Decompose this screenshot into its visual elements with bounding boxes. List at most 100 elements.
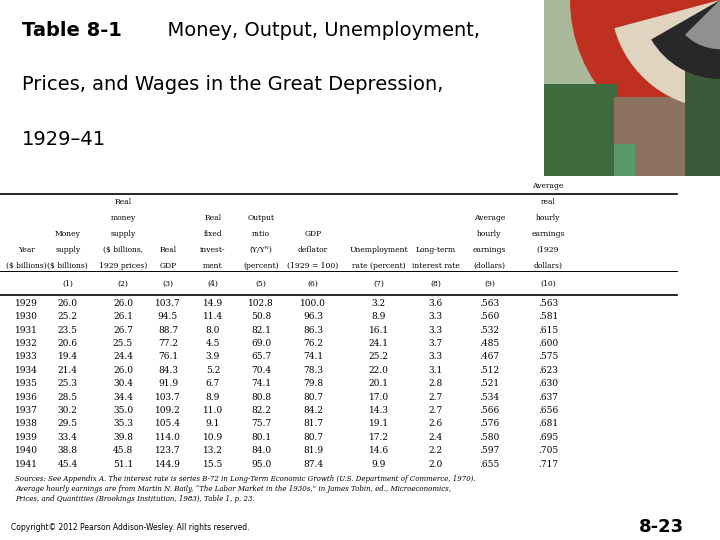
Text: Average: Average [532, 182, 564, 190]
Text: 9.9: 9.9 [372, 460, 386, 469]
Text: 74.1: 74.1 [251, 379, 271, 388]
Text: 1937: 1937 [15, 406, 37, 415]
Text: (5): (5) [256, 280, 266, 288]
Text: Prices, and Wages in the Great Depression,: Prices, and Wages in the Great Depressio… [22, 76, 443, 94]
Text: 103.7: 103.7 [155, 393, 181, 402]
Text: GDP: GDP [305, 230, 322, 238]
Text: 87.4: 87.4 [303, 460, 323, 469]
Text: .600: .600 [538, 339, 558, 348]
Text: Long-term: Long-term [415, 246, 456, 254]
Text: 3.3: 3.3 [428, 312, 443, 321]
Text: 30.2: 30.2 [58, 406, 78, 415]
Text: 3.3: 3.3 [428, 326, 443, 335]
Text: .615: .615 [538, 326, 558, 335]
Text: .534: .534 [480, 393, 500, 402]
Text: .630: .630 [538, 379, 558, 388]
Text: earnings: earnings [473, 246, 506, 254]
Text: 69.0: 69.0 [251, 339, 271, 348]
Text: .576: .576 [480, 420, 500, 429]
Text: 1929: 1929 [15, 299, 37, 308]
Text: .532: .532 [480, 326, 500, 335]
Text: ment: ment [203, 262, 222, 270]
Text: supply: supply [110, 230, 135, 238]
Text: 2.7: 2.7 [428, 406, 443, 415]
Bar [685, 52, 720, 176]
Text: 91.9: 91.9 [158, 379, 178, 388]
Text: 5.2: 5.2 [206, 366, 220, 375]
Text: 25.2: 25.2 [58, 312, 78, 321]
Text: 14.9: 14.9 [203, 299, 223, 308]
Text: 24.4: 24.4 [113, 353, 133, 361]
Text: Output: Output [248, 214, 275, 222]
Text: 16.1: 16.1 [369, 326, 389, 335]
Text: 23.5: 23.5 [58, 326, 78, 335]
Text: (2): (2) [117, 280, 128, 288]
Text: 88.7: 88.7 [158, 326, 178, 335]
Text: 79.8: 79.8 [303, 379, 323, 388]
Text: Sources: See Appendix A. The interest rate is series B-72 in Long-Term Economic : Sources: See Appendix A. The interest ra… [15, 475, 476, 503]
Bar [544, 84, 618, 176]
Text: 86.3: 86.3 [303, 326, 323, 335]
Text: 51.1: 51.1 [113, 460, 133, 469]
Text: 24.1: 24.1 [369, 339, 389, 348]
Text: 74.1: 74.1 [303, 353, 323, 361]
Text: real: real [541, 198, 556, 206]
Text: 100.0: 100.0 [300, 299, 326, 308]
Text: 11.4: 11.4 [203, 312, 223, 321]
Text: .485: .485 [480, 339, 500, 348]
Text: 19.1: 19.1 [369, 420, 389, 429]
Text: 1931: 1931 [15, 326, 37, 335]
Bar [614, 97, 688, 176]
Text: 35.0: 35.0 [113, 406, 133, 415]
Text: 3.7: 3.7 [428, 339, 443, 348]
Text: invest-: invest- [200, 246, 225, 254]
Text: GDP: GDP [159, 262, 176, 270]
Text: 33.4: 33.4 [58, 433, 78, 442]
Text: .467: .467 [480, 353, 500, 361]
Text: 80.1: 80.1 [251, 433, 271, 442]
Text: 96.3: 96.3 [303, 312, 323, 321]
Text: .563: .563 [480, 299, 500, 308]
Bar [614, 144, 635, 176]
Text: 1940: 1940 [15, 446, 37, 455]
Text: 8-23: 8-23 [639, 518, 684, 536]
Text: 75.7: 75.7 [251, 420, 271, 429]
Text: 13.2: 13.2 [203, 446, 222, 455]
Text: 1939: 1939 [15, 433, 37, 442]
Text: 14.3: 14.3 [369, 406, 389, 415]
Text: 2.0: 2.0 [428, 460, 443, 469]
Text: (percent): (percent) [243, 262, 279, 270]
Text: 84.2: 84.2 [303, 406, 323, 415]
Text: .623: .623 [538, 366, 558, 375]
Text: 70.4: 70.4 [251, 366, 271, 375]
Text: 26.7: 26.7 [113, 326, 133, 335]
Text: 123.7: 123.7 [155, 446, 181, 455]
Text: 76.1: 76.1 [158, 353, 178, 361]
Text: 81.9: 81.9 [303, 446, 323, 455]
Text: 105.4: 105.4 [155, 420, 181, 429]
Text: 50.8: 50.8 [251, 312, 271, 321]
Text: 1933: 1933 [15, 353, 37, 361]
Text: 82.2: 82.2 [251, 406, 271, 415]
Wedge shape [652, 0, 720, 79]
Text: 8.9: 8.9 [372, 312, 386, 321]
Text: .656: .656 [538, 406, 558, 415]
Text: 21.4: 21.4 [58, 366, 78, 375]
Text: Unemployment: Unemployment [349, 246, 408, 254]
Text: 1938: 1938 [15, 420, 37, 429]
Text: .705: .705 [538, 446, 558, 455]
Text: 3.9: 3.9 [206, 353, 220, 361]
Text: Average: Average [474, 214, 505, 222]
Text: hourly: hourly [477, 230, 502, 238]
Text: 3.1: 3.1 [428, 366, 443, 375]
Text: 77.2: 77.2 [158, 339, 178, 348]
Text: Real: Real [204, 214, 222, 222]
Text: (10): (10) [540, 280, 556, 288]
Text: (1929: (1929 [537, 246, 559, 254]
Text: (8): (8) [430, 280, 441, 288]
Text: .581: .581 [538, 312, 558, 321]
Text: (4): (4) [207, 280, 218, 288]
Text: 1934: 1934 [15, 366, 37, 375]
Text: 25.2: 25.2 [369, 353, 389, 361]
Text: 109.2: 109.2 [155, 406, 181, 415]
